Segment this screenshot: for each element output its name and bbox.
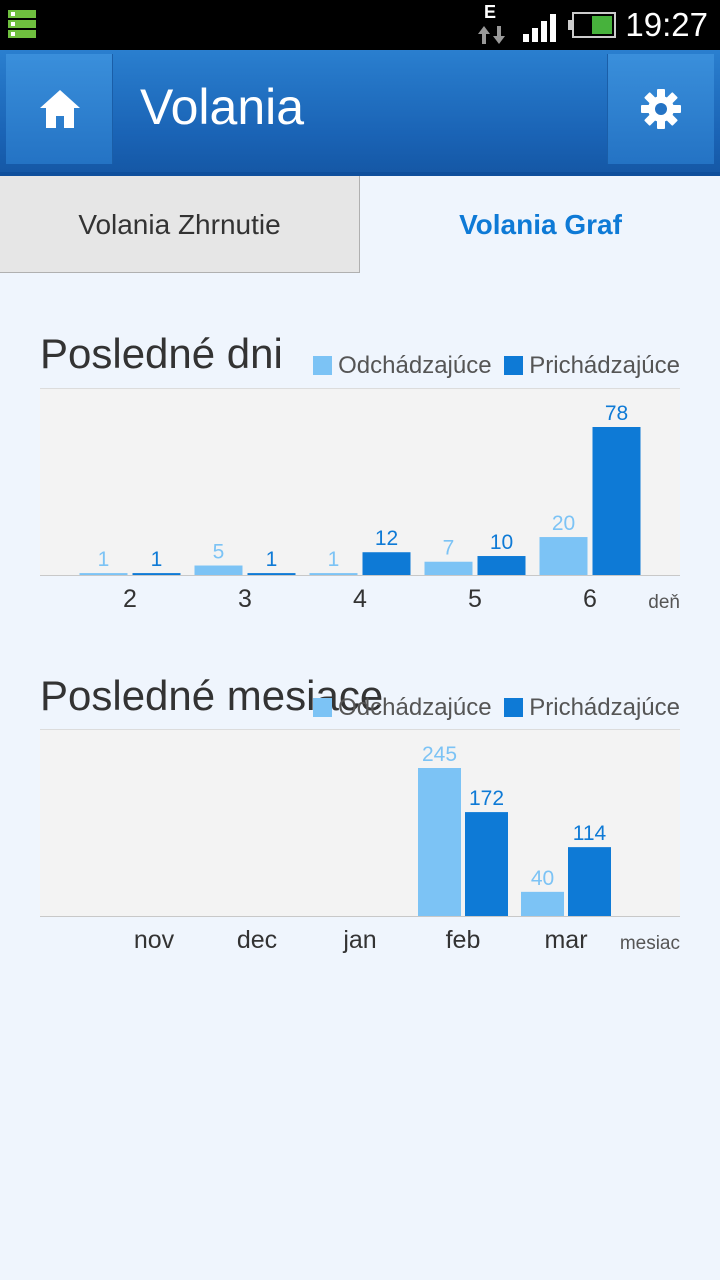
tab-volania-graf[interactable]: Volania Graf: [459, 209, 622, 240]
battery-icon: [568, 12, 616, 38]
tick-label: 5: [468, 585, 482, 613]
bar-incoming-mar: [568, 847, 611, 916]
bar-outgoing-2: [79, 573, 128, 575]
network-type-label: E: [484, 2, 497, 22]
data-label: 40: [531, 867, 554, 890]
legend-swatch-outgoing: [313, 356, 333, 375]
gear-icon: [641, 89, 681, 129]
bar-incoming-4: [362, 552, 411, 575]
x-axis-label: deň: [648, 592, 680, 613]
data-label: 172: [469, 787, 504, 810]
bar-outgoing-6: [539, 537, 588, 575]
bar-incoming-3: [247, 573, 296, 575]
legend-item-outgoing: Odchádzajúce: [313, 694, 492, 721]
data-arrows-icon: [478, 26, 505, 44]
tick-label: mar: [544, 926, 587, 954]
legend-swatch-incoming: [504, 356, 524, 375]
legend-item-incoming: Prichádzajúce: [504, 694, 680, 721]
data-label: 7: [443, 537, 455, 560]
chart-legend: Odchádzajúce Prichádzajúce: [307, 694, 680, 722]
legend-item-outgoing: Odchádzajúce: [313, 352, 492, 379]
notification-icon: [8, 10, 36, 38]
data-label: 114: [573, 822, 607, 845]
x-axis-label: mesiac: [620, 933, 680, 954]
tick-label: 3: [238, 585, 252, 613]
settings-button[interactable]: [607, 54, 714, 164]
status-bar: E 19:27: [0, 0, 720, 50]
bar-incoming-6: [592, 427, 641, 575]
tick-label: jan: [342, 926, 376, 954]
tick-label: 2: [123, 585, 137, 613]
data-label: 1: [328, 548, 340, 571]
home-icon: [40, 90, 80, 128]
chart-title: Posledné dni: [40, 330, 283, 377]
bar-outgoing-5: [424, 561, 473, 575]
status-time: 19:27: [625, 6, 708, 43]
legend-swatch-incoming: [504, 698, 524, 717]
bar-incoming-2: [132, 573, 181, 575]
data-label: 1: [266, 548, 278, 571]
data-label: 245: [422, 743, 457, 766]
data-label: 12: [375, 527, 398, 550]
bar-outgoing-4: [309, 573, 358, 575]
data-label: 5: [213, 541, 225, 564]
bar-incoming-feb: [465, 812, 508, 916]
chart-legend: Odchádzajúce Prichádzajúce: [307, 352, 680, 380]
bar-outgoing-3: [194, 565, 243, 575]
tick-label: 6: [583, 585, 597, 613]
tick-label: nov: [134, 926, 175, 954]
legend-item-incoming: Prichádzajúce: [504, 352, 680, 379]
app-title: Volania: [140, 79, 305, 135]
bar-incoming-5: [477, 556, 526, 575]
bar-outgoing-feb: [418, 768, 461, 916]
tab-volania-zhrnutie[interactable]: Volania Zhrnutie: [0, 176, 360, 273]
tick-label: dec: [237, 926, 277, 954]
data-label: 78: [605, 402, 628, 425]
chart-months-plot: nov dec jan 245 172 feb 40 114 mar mesiac: [40, 729, 680, 954]
home-button[interactable]: [6, 54, 113, 164]
tick-label: 4: [353, 585, 367, 613]
data-label: 10: [490, 531, 513, 554]
data-label: 1: [98, 548, 110, 571]
signal-icon: [523, 14, 556, 42]
action-bar: Volania: [0, 50, 720, 176]
bar-outgoing-mar: [521, 891, 564, 916]
data-label: 20: [552, 512, 575, 535]
legend-swatch-outgoing: [313, 698, 333, 717]
data-label: 1: [151, 548, 163, 571]
tick-label: feb: [446, 926, 481, 954]
